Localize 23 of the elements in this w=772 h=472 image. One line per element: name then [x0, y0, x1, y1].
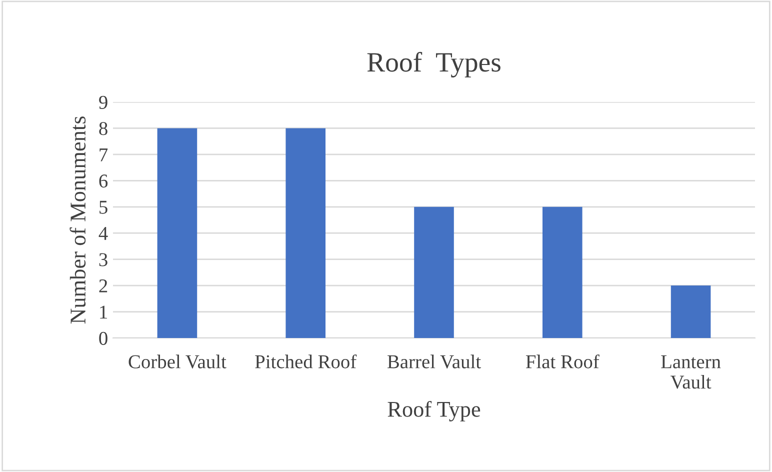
bar — [542, 206, 582, 338]
x-tick-label: Corbel Vault — [128, 354, 226, 368]
y-tick-label: 6 — [99, 174, 108, 188]
chart-title: Roof Types — [367, 52, 500, 78]
y-axis-title: Number of Monuments — [70, 116, 86, 324]
y-tick-label: 3 — [99, 253, 108, 266]
y-tick-label: 1 — [100, 306, 107, 319]
x-tick-label: Flat Roof — [526, 354, 600, 368]
bar — [157, 128, 198, 338]
x-tick-label: Pitched Roof — [255, 354, 357, 368]
bar — [286, 128, 326, 338]
y-tick-label: 2 — [99, 279, 108, 292]
x-axis-title: Roof Type — [388, 400, 480, 422]
y-tick-label: 4 — [98, 227, 108, 240]
x-tick-label: Barrel Vault — [387, 354, 481, 368]
y-tick-label: 8 — [99, 122, 108, 136]
x-tick-label: Lantern Vault — [661, 355, 721, 389]
y-tick-label: 5 — [100, 200, 108, 214]
y-tick-label: 0 — [99, 332, 108, 345]
y-tick-label: 9 — [99, 96, 108, 109]
bar — [414, 206, 454, 338]
y-tick-label: 7 — [100, 148, 108, 162]
bar — [670, 286, 711, 338]
